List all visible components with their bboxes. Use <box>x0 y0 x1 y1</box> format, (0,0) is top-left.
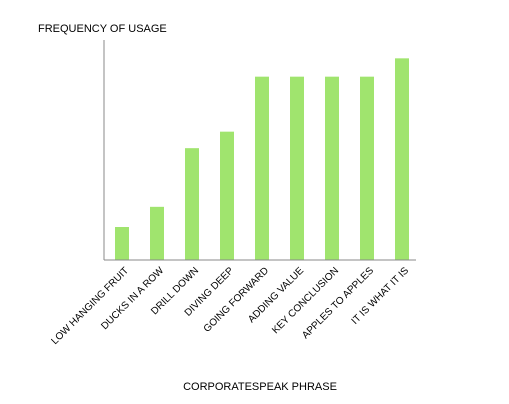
bar-ducks-in-a-row <box>150 206 164 260</box>
bar-apples-to-apples <box>360 76 374 261</box>
bar-going-forward <box>255 76 269 261</box>
bar-adding-value <box>290 76 304 261</box>
bar-drill-down <box>185 148 199 260</box>
bar-low-hanging-fruit <box>115 227 129 260</box>
bar-it-is-what-it-is <box>395 58 409 261</box>
x-tick-label: GOING FORWARD <box>202 265 271 334</box>
bar-diving-deep <box>220 131 234 260</box>
x-axis-label: CORPORATESPEAK PHRASE <box>183 381 337 393</box>
x-tick-label: KEY CONCLUSION <box>270 265 341 336</box>
x-tick-label: DUCKS IN A ROW <box>99 265 166 332</box>
bars-group <box>115 58 409 261</box>
bar-key-conclusion <box>325 76 339 261</box>
y-axis-label: FREQUENCY OF USAGE <box>38 23 167 35</box>
